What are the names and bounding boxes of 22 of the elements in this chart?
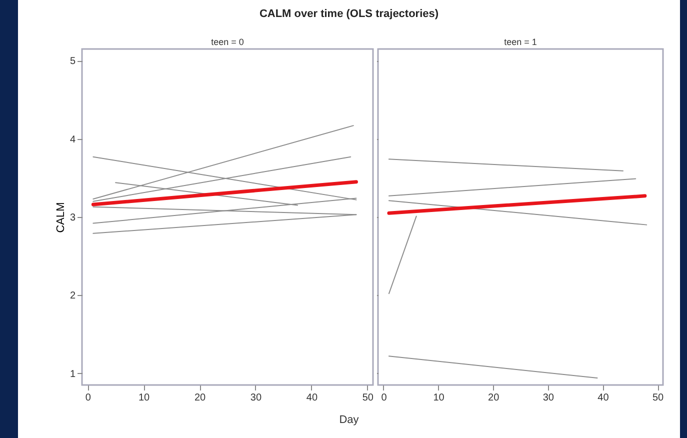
x-tick-label: 20 [488,392,500,404]
text: teen = 1 [504,37,537,47]
chart-title: CALM over time (OLS trajectories) [258,8,440,20]
y-tick-label: 5 [70,56,76,68]
x-tick-label: 0 [85,392,92,404]
x-axis-title: Day [338,414,360,426]
x-tick-label: 40 [598,392,610,404]
y-axis-title: CALM [54,202,67,233]
y-tick-label: 1 [70,368,76,380]
y-tick-label: 4 [70,134,76,146]
text: teen = 0 [211,37,244,47]
x-tick-label: 10 [433,392,445,404]
x-tick-label: 0 [381,392,388,404]
y-tick-label: 2 [70,290,76,302]
y-tick-label: 3 [70,212,76,224]
x-tick-label: 20 [194,392,206,404]
x-tick-label: 50 [362,392,374,404]
x-tick-label: 40 [306,392,318,404]
x-tick-label: 30 [250,392,262,404]
x-tick-label: 50 [652,392,664,404]
x-tick-label: 10 [138,392,150,404]
x-tick-label: 30 [542,392,554,404]
